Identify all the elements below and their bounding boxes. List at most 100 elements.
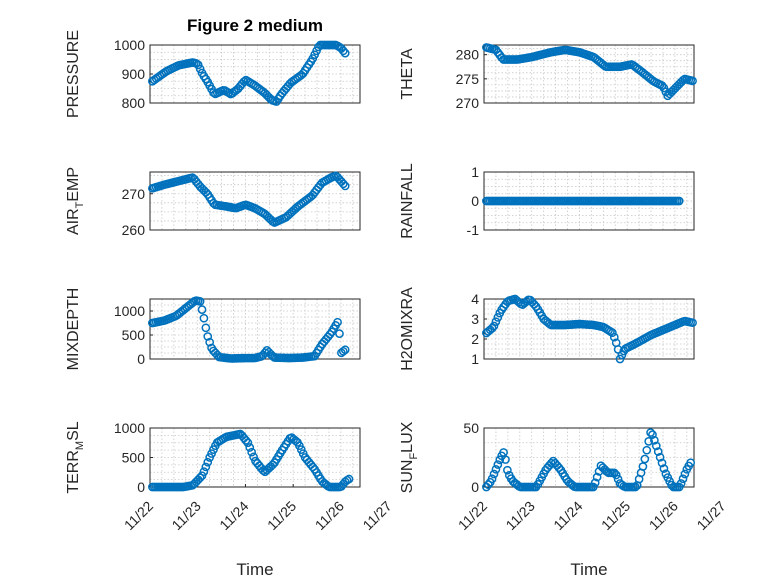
y-axis-label: SUNFLUX — [399, 421, 420, 493]
data-point — [249, 452, 258, 462]
data-point — [199, 467, 209, 477]
y-tick-label: 800 — [122, 95, 146, 111]
data-point — [487, 323, 497, 333]
y-tick-label: 900 — [122, 66, 146, 82]
subplot-rainfall: -1 0 1 RAINFALL — [399, 163, 695, 239]
data-point — [522, 297, 531, 306]
x-tick-label: 11/27 — [693, 498, 729, 534]
y-tick-label: 275 — [456, 71, 480, 87]
data-point — [489, 321, 499, 331]
data-point — [642, 445, 652, 455]
y-tick-label: 280 — [456, 47, 480, 63]
subplot-pressure: 800 900 1000 PRESSURE Figure 2 medium — [65, 16, 361, 118]
y-axis-label: PRESSURE — [65, 30, 82, 118]
axes-border — [149, 171, 361, 231]
data-point — [680, 469, 690, 479]
figure-title: Figure 2 medium — [187, 16, 323, 35]
data-series — [482, 196, 684, 206]
data-point — [335, 329, 344, 339]
data-series — [482, 294, 697, 364]
x-tick-label: 11/26 — [312, 498, 348, 534]
data-point — [491, 464, 501, 474]
data-point — [338, 346, 348, 356]
data-series — [148, 40, 350, 106]
data-point — [655, 452, 665, 462]
y-tick-label: 50 — [463, 420, 479, 436]
y-axis-label: RAINFALL — [399, 163, 416, 239]
data-point — [340, 48, 350, 58]
y-tick-label: 3 — [471, 311, 479, 327]
data-point — [247, 447, 257, 457]
data-point — [197, 305, 207, 314]
x-tick-label: 11/24 — [550, 498, 586, 534]
data-point — [650, 435, 659, 445]
data-point — [651, 441, 661, 451]
data-point — [653, 447, 663, 456]
data-point — [195, 473, 205, 483]
data-point — [648, 430, 657, 439]
data-point — [501, 455, 510, 464]
data-point — [195, 64, 205, 74]
data-point — [657, 458, 667, 468]
data-point — [201, 462, 211, 472]
data-point — [659, 464, 669, 473]
data-point — [205, 337, 215, 347]
data-point — [678, 474, 688, 484]
data-point — [203, 457, 213, 467]
data-point — [630, 482, 640, 492]
data-series — [482, 43, 697, 101]
data-point — [640, 454, 650, 464]
data-point — [657, 81, 667, 90]
y-tick-label: 500 — [122, 450, 146, 466]
data-point — [338, 46, 348, 56]
x-tick-label: 11/25 — [264, 498, 300, 534]
x-axis-label: Time — [570, 560, 607, 579]
axes-border — [483, 298, 695, 360]
data-series — [482, 428, 696, 492]
data-point — [333, 317, 342, 327]
data-point — [493, 460, 503, 469]
data-point — [245, 443, 255, 452]
y-tick-label: 500 — [122, 327, 146, 343]
data-point — [243, 438, 253, 448]
data-point — [609, 468, 619, 478]
data-point — [592, 472, 602, 482]
y-axis-label: TERRMSL — [65, 421, 86, 493]
data-point — [483, 480, 493, 489]
y-axis-label: H2OMIXRA — [399, 287, 416, 371]
data-point — [199, 313, 209, 323]
y-tick-label: 270 — [122, 186, 146, 202]
data-point — [493, 313, 503, 322]
data-point — [193, 60, 203, 70]
x-tick-label: 11/26 — [646, 498, 682, 534]
x-tick-label: 11/27 — [359, 498, 395, 534]
data-point — [609, 332, 619, 342]
data-point — [489, 469, 499, 479]
y-axis-label: THETA — [399, 48, 416, 100]
data-point — [344, 474, 354, 484]
y-tick-label: 2 — [471, 331, 479, 347]
data-series — [148, 296, 350, 363]
data-series — [148, 171, 350, 227]
data-point — [241, 436, 251, 445]
x-tick-label: 11/24 — [216, 498, 252, 534]
subplot-air-temp: 260 270 AIRTEMP — [65, 167, 361, 238]
x-tick-label: 11/25 — [598, 498, 634, 534]
y-axis-label: MIXDEPTH — [65, 288, 82, 371]
y-axis-label: AIRTEMP — [65, 167, 86, 235]
data-point — [195, 297, 205, 306]
y-tick-label: 1000 — [114, 37, 145, 53]
data-point — [588, 482, 598, 492]
data-point — [203, 332, 213, 341]
y-tick-label: -1 — [467, 222, 480, 238]
x-tick-label: 11/22 — [121, 498, 157, 534]
data-point — [674, 196, 684, 206]
data-point — [503, 465, 512, 475]
y-tick-label: 260 — [122, 222, 146, 238]
data-point — [340, 345, 350, 355]
x-tick-label: 11/22 — [455, 498, 491, 534]
x-axis-label: Time — [236, 560, 273, 579]
y-tick-label: 1000 — [114, 420, 145, 436]
data-point — [487, 474, 497, 484]
y-tick-label: 0 — [471, 479, 479, 495]
